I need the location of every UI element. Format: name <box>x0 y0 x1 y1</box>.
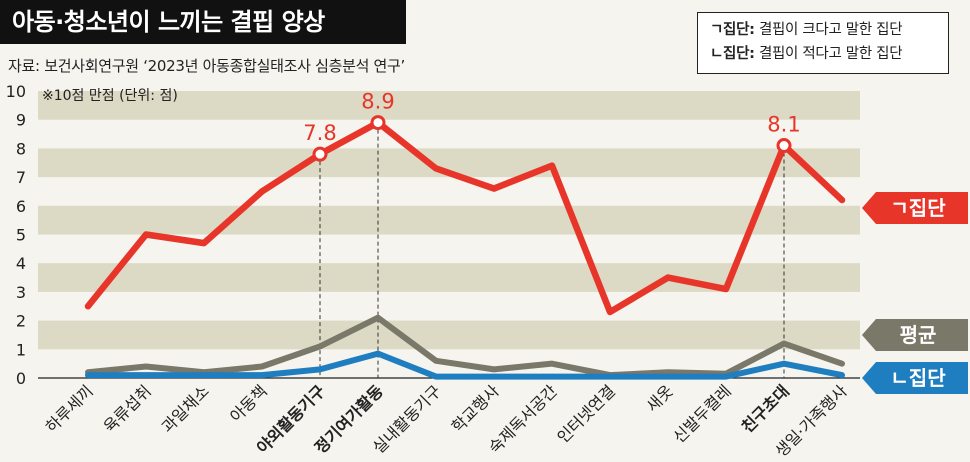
series-tag-label: ㄱ집단 <box>890 196 946 220</box>
x-tick-label: 친구초대 <box>738 381 793 436</box>
y-tick-label: 0 <box>16 369 26 388</box>
grid-band <box>38 205 860 235</box>
legend-item-a: ㄱ집단: 결핍이 크다고 말한 집단 <box>710 18 948 42</box>
y-tick-label: 2 <box>16 312 26 331</box>
series-tag <box>862 192 968 224</box>
legend-box: ㄱ집단: 결핍이 크다고 말한 집단 ㄴ집단: 결핍이 적다고 말한 집단 <box>697 12 949 74</box>
y-tick-label: 10 <box>6 82 26 101</box>
y-tick-label: 8 <box>16 139 26 158</box>
annotation-markers: 7.8 8.9 8.1 <box>303 90 801 162</box>
data-label: 8.1 <box>767 113 800 137</box>
data-label: 8.9 <box>361 90 394 114</box>
x-tick-label: 과일채소 <box>158 381 213 436</box>
legend-desc: 결핍이 적다고 말한 집단 <box>758 46 903 62</box>
grid-bands <box>38 91 860 379</box>
series-lines <box>84 119 846 380</box>
legend-key: ㄱ집단: <box>710 22 755 38</box>
data-point-marker <box>370 115 386 131</box>
y-axis: 0 1 2 3 4 5 6 7 8 9 10 <box>6 82 26 388</box>
grid-band <box>38 320 860 350</box>
annotation-guides <box>319 122 785 378</box>
series-line-1 <box>85 314 845 379</box>
data-label: 7.8 <box>303 121 336 145</box>
legend-item-b: ㄴ집단: 결핍이 적다고 말한 집단 <box>710 42 948 66</box>
x-tick-label: 육류섭취 <box>100 381 155 436</box>
series-line-2 <box>85 350 845 380</box>
y-tick-label: 6 <box>16 197 26 216</box>
series-tag <box>862 319 968 351</box>
x-tick-label: 하루세끼 <box>42 381 97 436</box>
legend-desc: 결핍이 크다고 말한 집단 <box>758 22 903 38</box>
y-tick-label: 9 <box>16 111 26 130</box>
x-tick-label: 학교행사 <box>448 381 503 436</box>
y-tick-label: 7 <box>16 168 26 187</box>
legend-key: ㄴ집단: <box>710 46 755 62</box>
y-tick-label: 5 <box>16 226 26 245</box>
data-point-marker <box>776 138 792 154</box>
x-tick-label: 신발두켤레 <box>669 381 734 446</box>
chart-title: 아동·청소년이 느끼는 결핍 양상 <box>0 0 406 44</box>
series-tag-label: ㄴ집단 <box>890 366 946 390</box>
x-tick-label: 아동책 <box>226 381 271 426</box>
y-tick-label: 1 <box>16 340 26 359</box>
grid-band <box>38 91 860 120</box>
source-note: 자료: 보건사회연구원 ‘2023년 아동종합실태조사 심층분석 연구’ <box>8 57 406 75</box>
y-tick-label: 3 <box>16 283 26 302</box>
x-tick-label: 인터넷연결 <box>553 381 618 446</box>
y-tick-label: 4 <box>16 254 26 273</box>
series-tag-label: 평균 <box>900 323 937 347</box>
x-tick-label: 새옷 <box>643 381 677 415</box>
unit-note: ※10점 만점 (단위: 점) <box>42 88 178 104</box>
series-tag <box>862 362 968 394</box>
data-point-marker <box>312 146 328 162</box>
series-line-0 <box>84 119 846 316</box>
